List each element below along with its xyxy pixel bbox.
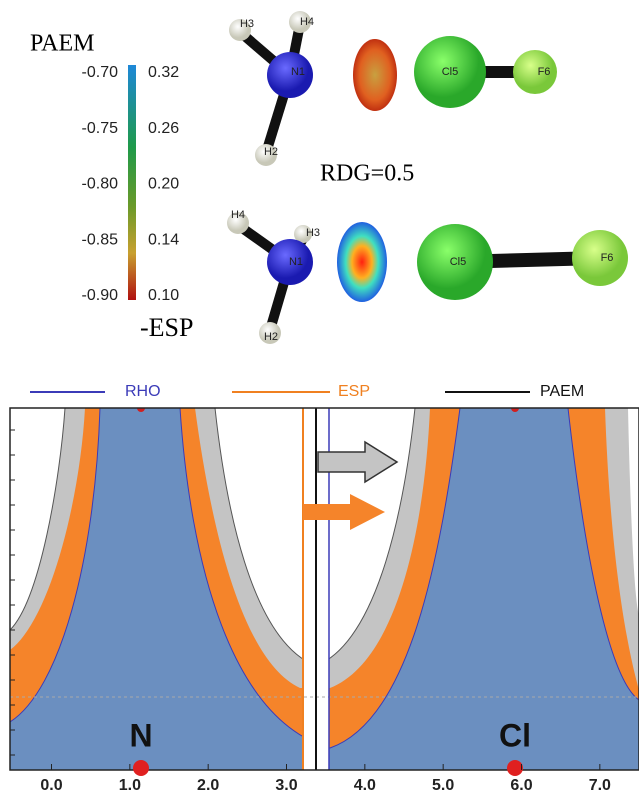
x-tick-label: 3.0 [275,777,297,794]
legend-label: RHO [125,383,161,400]
page: { "colorbar": { "title": "PAEM", "left_t… [0,0,639,798]
atom-label: H3 [240,18,254,30]
x-tick-label: 2.0 [197,777,219,794]
colorbar-tick-left: -0.80 [82,176,119,193]
atom-marker [507,760,523,776]
colorbar-tick-right: 0.20 [148,176,179,193]
x-tick-label: 7.0 [589,777,611,794]
colorbar-tick-right: 0.26 [148,120,179,137]
colorbar-tick-right: 0.14 [148,231,179,248]
atom-label: N1 [291,66,305,78]
plot-area: N Cl [10,404,639,776]
colorbar-tick-left: -0.75 [82,120,119,137]
legend-label: ESP [338,383,370,400]
atom-label: H2 [264,331,278,343]
x-tick-label: 1.0 [119,777,141,794]
colorbar-tick-left: -0.70 [82,64,119,81]
x-tick-label: 0.0 [40,777,62,794]
colorbar-tick-right: 0.32 [148,64,179,81]
rdg-label: RDG=0.5 [320,161,414,187]
legend-label: PAEM [540,383,584,400]
colorbar-tick-right: 0.10 [148,287,179,304]
x-tick-label: 5.0 [432,777,454,794]
atom-marker-label: Cl [499,717,531,753]
atom-label: H2 [264,146,278,158]
atom-label: N1 [289,256,303,268]
atom-label: F6 [538,66,551,78]
molecule-bottom: H4 H3 N1 H2 Cl5 F6 [227,209,628,344]
atom-label: H3 [306,227,320,239]
atom-label: F6 [601,252,614,264]
atom-label: H4 [300,16,314,28]
atom-label: Cl5 [450,256,467,268]
colorbar-tick-left: -0.90 [82,287,119,304]
atom-label: H4 [231,209,245,221]
atom-label: Cl5 [442,66,459,78]
x-tick-label: 4.0 [354,777,376,794]
figure: PAEM -0.70 -0.75 -0.80 -0.85 -0.90 0.32 0.26 0.… [0,0,639,798]
molecule-top: H3 H4 N1 H2 Cl5 F6 [229,11,557,166]
atom-marker-label: N [129,717,152,753]
colorbar-title: PAEM [30,31,94,57]
x-tick-label: 6.0 [510,777,532,794]
colorbar [128,65,136,300]
colorbar-tick-left: -0.85 [82,231,119,248]
atom-marker [133,760,149,776]
colorbar-label: -ESP [140,313,193,342]
legend: RHO ESP PAEM [30,383,584,400]
